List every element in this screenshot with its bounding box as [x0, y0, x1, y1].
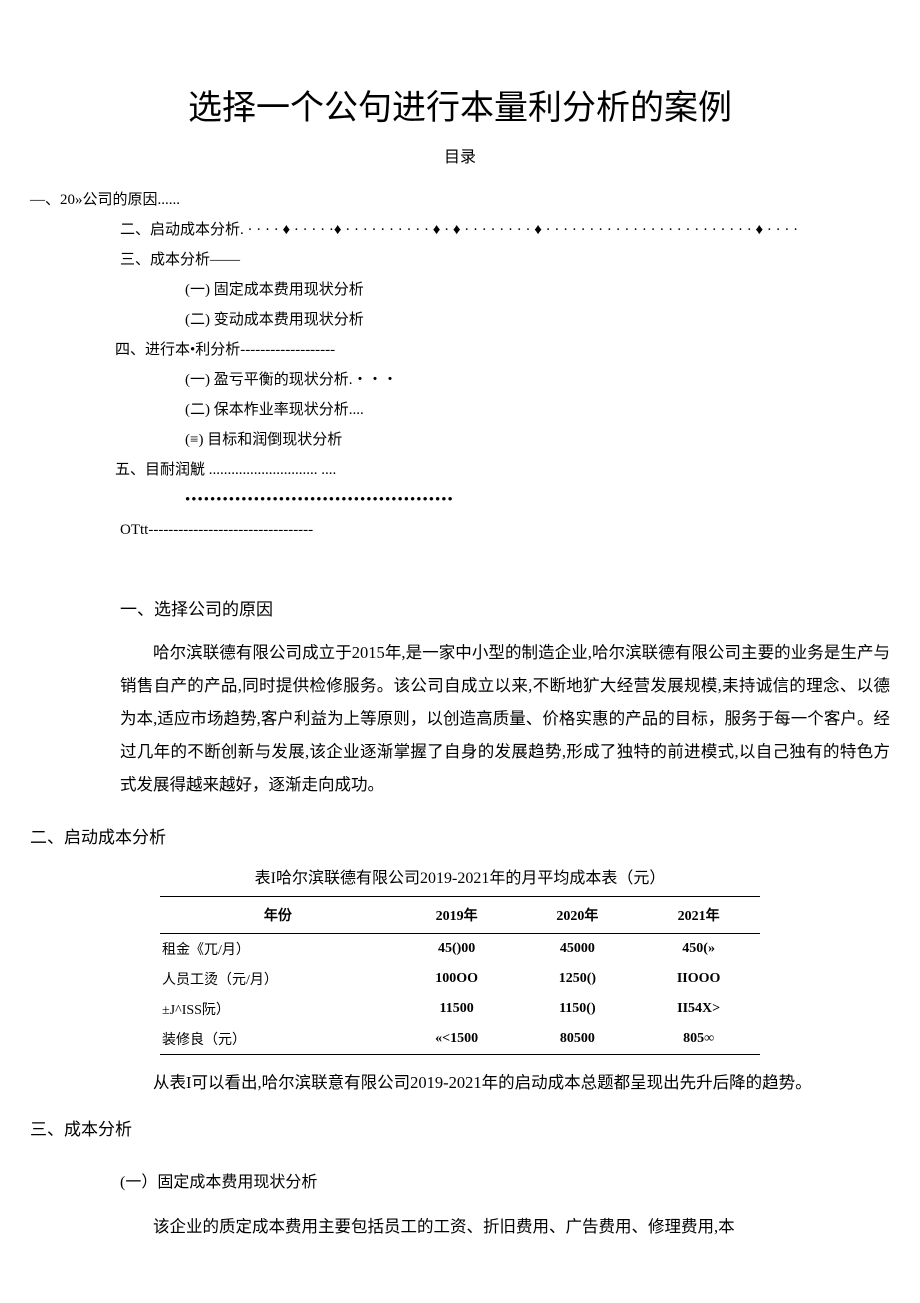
toc-item: 二、启动成本分析. · · · · ♦ · · · · ·♦ · · · · ·… — [120, 215, 890, 245]
table-cell: 11500 — [396, 994, 518, 1024]
table-header-cell: 2020年 — [517, 897, 637, 934]
section-2-conclusion: 从表I可以看出,哈尔滨联意有限公司2019-2021年的启动成本总题都呈现出先升… — [120, 1069, 890, 1093]
toc-item: 五、目耐润觥 ............................. ...… — [115, 455, 890, 485]
table-of-contents: —、20»公司的原因...... 二、启动成本分析. · · · · ♦ · ·… — [30, 185, 890, 545]
toc-dots: ••••••••••••••••••••••••••••••••••••••••… — [185, 485, 890, 515]
table-cell: 805∞ — [637, 1024, 760, 1055]
table-cell: ±J^ISS阮） — [160, 994, 396, 1024]
table-cell: 100OO — [396, 964, 518, 994]
toc-subitem: (一) 盈亏平衡的现状分析.・・・ — [185, 365, 890, 395]
toc-item: —、20»公司的原因...... — [30, 185, 890, 215]
table-cell: 80500 — [517, 1024, 637, 1055]
toc-label: 目录 — [30, 143, 890, 167]
toc-subitem: (≡) 目标和润倒现状分析 — [185, 425, 890, 455]
section-1-heading: 一、选择公司的原因 — [120, 595, 890, 620]
table-1-caption: 表I哈尔滨联德有限公司2019-2021年的月平均成本表（元） — [30, 864, 890, 888]
table-cell: 45000 — [517, 934, 637, 965]
table-row: 租金《兀/月） 45()00 45000 450(» — [160, 934, 760, 965]
table-cell: 租金《兀/月） — [160, 934, 396, 965]
section-3-1-body: 该企业的质定成本费用主要包括员工的工资、折旧费用、广告费用、修理费用,本 — [120, 1210, 890, 1243]
table-cell: 1250() — [517, 964, 637, 994]
toc-item: 三、成本分析—— — [120, 245, 890, 275]
table-header-row: 年份 2019年 2020年 2021年 — [160, 897, 760, 934]
table-cell: 450(» — [637, 934, 760, 965]
table-header-cell: 年份 — [160, 897, 396, 934]
table-cell: 人员工烫（元/月） — [160, 964, 396, 994]
table-header-cell: 2019年 — [396, 897, 518, 934]
table-row: 人员工烫（元/月） 100OO 1250() IIOOO — [160, 964, 760, 994]
section-2-heading: 二、启动成本分析 — [30, 823, 890, 848]
table-header-cell: 2021年 — [637, 897, 760, 934]
section-1-body: 哈尔滨联德有限公司成立于2015年,是一家中小型的制造企业,哈尔滨联德有限公司主… — [120, 636, 890, 801]
toc-subitem: (二) 保本柞业率现状分析.... — [185, 395, 890, 425]
table-row: ±J^ISS阮） 11500 1150() II54X> — [160, 994, 760, 1024]
table-cell: IIOOO — [637, 964, 760, 994]
table-cell: II54X> — [637, 994, 760, 1024]
section-3-1-heading: (一）固定成本费用现状分析 — [120, 1168, 890, 1192]
toc-subitem: (一) 固定成本费用现状分析 — [185, 275, 890, 305]
document-title: 选择一个公句进行本量利分析的案例 — [30, 80, 890, 129]
toc-item: 四、进行本•利分析------------------- — [115, 335, 890, 365]
table-cell: 装修良（元） — [160, 1024, 396, 1055]
section-3-heading: 三、成本分析 — [30, 1115, 890, 1140]
table-cell: 45()00 — [396, 934, 518, 965]
cost-table: 年份 2019年 2020年 2021年 租金《兀/月） 45()00 4500… — [160, 896, 760, 1055]
table-cell: «<1500 — [396, 1024, 518, 1055]
toc-item: OTtt--------------------------------- — [120, 515, 890, 545]
table-row: 装修良（元） «<1500 80500 805∞ — [160, 1024, 760, 1055]
toc-subitem: (二) 变动成本费用现状分析 — [185, 305, 890, 335]
table-cell: 1150() — [517, 994, 637, 1024]
